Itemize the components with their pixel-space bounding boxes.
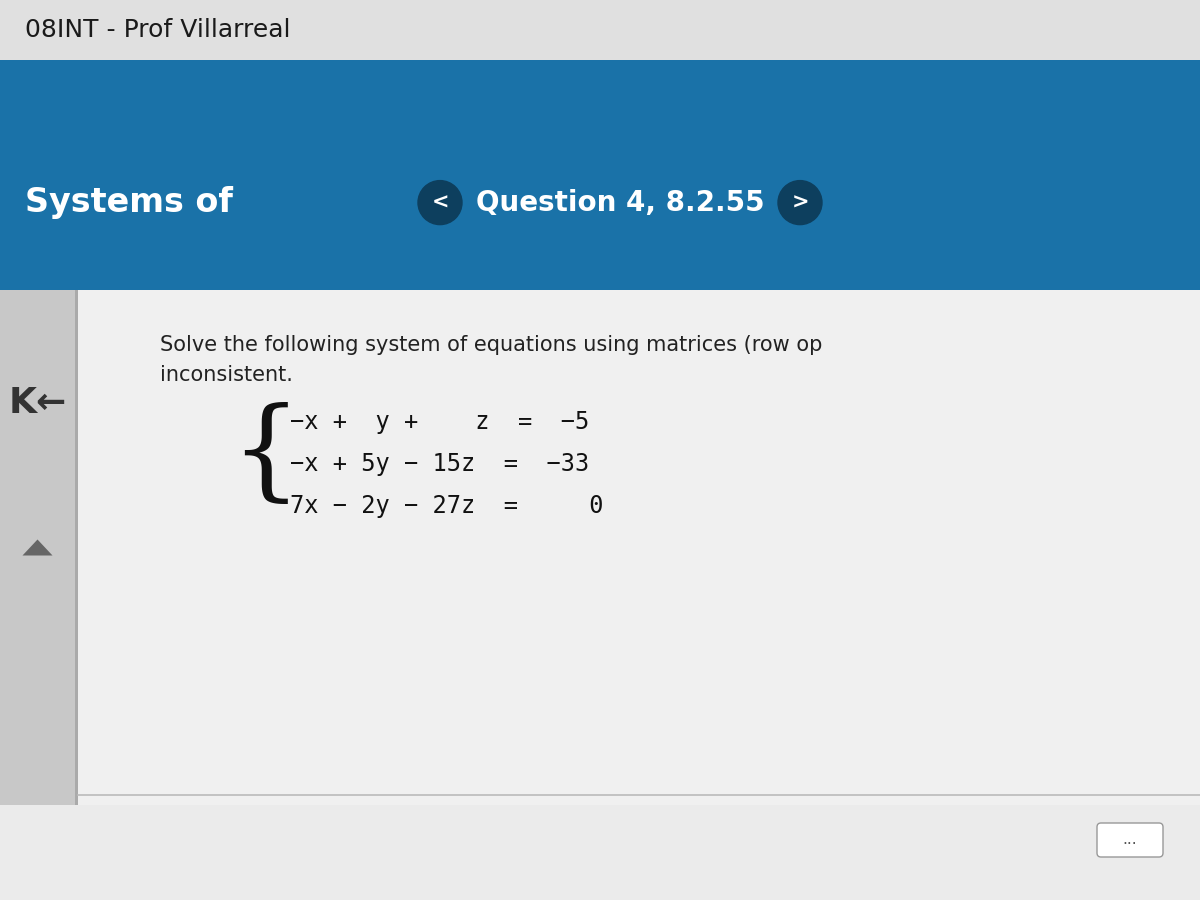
Bar [0,0,1200,60]
Text: inconsistent.: inconsistent. [160,365,293,385]
Text: Systems of: Systems of [25,186,233,219]
Bar [78,290,1200,805]
Text: >: > [791,193,809,212]
Bar [74,290,78,805]
Text: −x + 5y − 15z  =  −33: −x + 5y − 15z = −33 [290,452,589,476]
Text: 08INT - Prof Villarreal: 08INT - Prof Villarreal [25,18,290,42]
Circle shape [778,181,822,225]
Text: ...: ... [1123,832,1138,848]
Text: −x +  y +    z  =  −5: −x + y + z = −5 [290,410,589,434]
Polygon shape [23,539,53,555]
Text: <: < [431,193,449,212]
Text: Solve the following system of equations using matrices (row op: Solve the following system of equations … [160,335,822,355]
Text: Question 4, 8.2.55: Question 4, 8.2.55 [475,189,764,217]
Text: 7x − 2y − 27z  =     0: 7x − 2y − 27z = 0 [290,494,604,518]
Text: {: { [230,402,301,509]
Circle shape [418,181,462,225]
Text: K←: K← [8,386,67,420]
Bar [0,290,74,805]
FancyBboxPatch shape [1097,823,1163,857]
Bar [0,60,1200,290]
